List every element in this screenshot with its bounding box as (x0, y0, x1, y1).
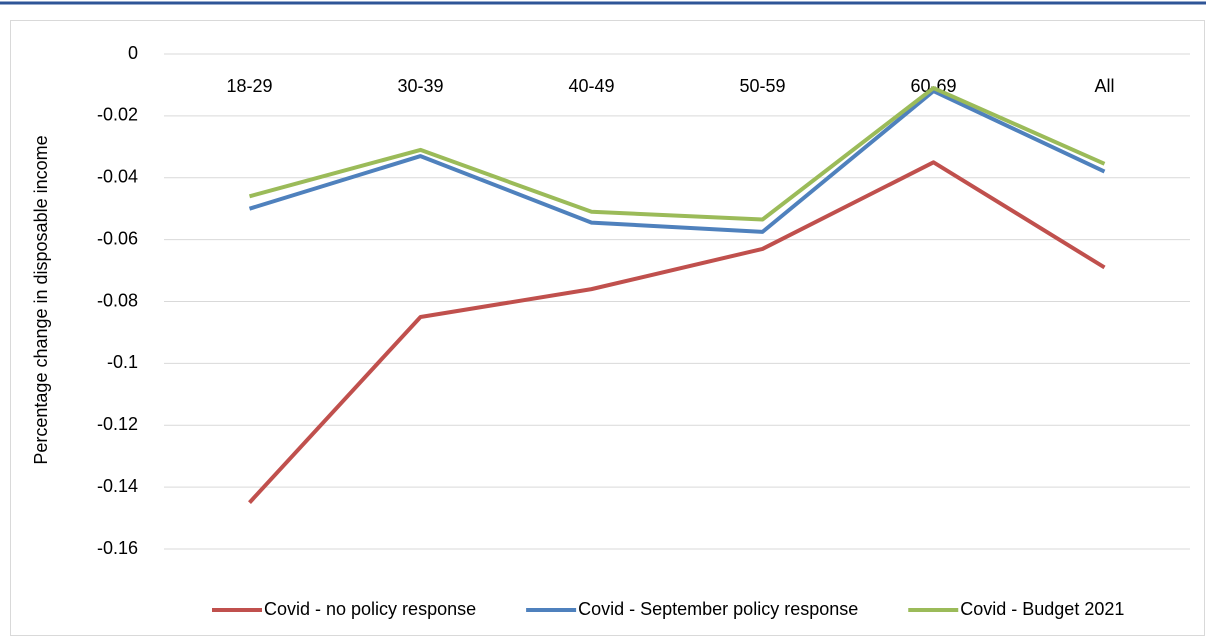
series-line (248, 160, 1106, 504)
y-tick-label: -0.12 (97, 414, 138, 434)
legend-label: Covid - no policy response (264, 599, 476, 619)
y-tick-label: -0.1 (107, 352, 138, 372)
legend-label: Covid - Budget 2021 (960, 599, 1124, 619)
y-tick-label: -0.02 (97, 105, 138, 125)
legend-label: Covid - September policy response (578, 599, 858, 619)
x-tick-label: 40-49 (568, 76, 614, 96)
series-line (248, 89, 1106, 234)
chart-border (10, 20, 1205, 636)
series-line (248, 86, 1106, 222)
x-tick-label: All (1094, 76, 1114, 96)
y-tick-label: -0.06 (97, 228, 138, 248)
y-tick-label: 0 (128, 43, 138, 63)
y-tick-label: -0.16 (97, 538, 138, 558)
y-axis-label: Percentage change in disposable income (31, 135, 51, 464)
x-tick-label: 60-69 (910, 76, 956, 96)
y-tick-label: -0.04 (97, 167, 138, 187)
x-tick-label: 30-39 (397, 76, 443, 96)
y-tick-label: -0.14 (97, 476, 138, 496)
y-tick-label: -0.08 (97, 290, 138, 310)
x-tick-label: 50-59 (739, 76, 785, 96)
x-tick-label: 18-29 (226, 76, 272, 96)
